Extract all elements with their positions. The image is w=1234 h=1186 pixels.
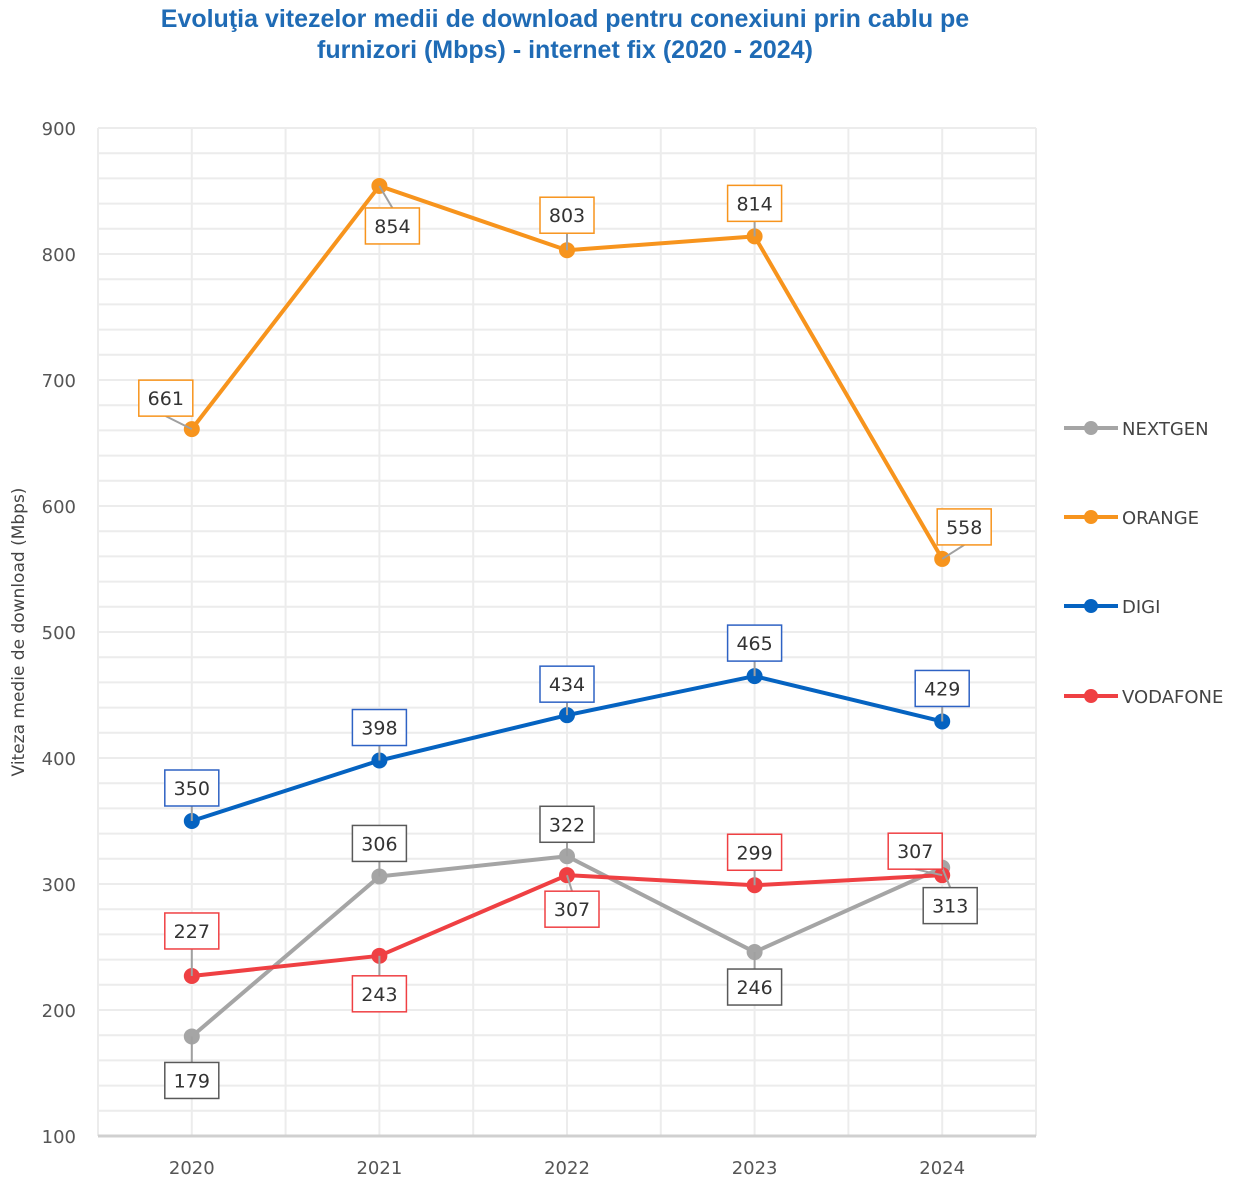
chart-title-line-2: furnizori (Mbps) - internet fix (2020 - … — [317, 36, 813, 64]
x-tick-label: 2023 — [732, 1158, 778, 1179]
data-label-box — [887, 832, 943, 870]
label-leader-line — [941, 544, 965, 560]
y-tick-label: 200 — [42, 1001, 76, 1022]
legend-item-vodafone[interactable]: VODAFONE — [1064, 687, 1223, 708]
data-label: 299 — [736, 842, 772, 864]
axes: 100 200 300 400 500 600 700 800 900 2020 2021 2022 2… — [42, 119, 1036, 1179]
data-label: 322 — [549, 814, 585, 836]
data-label: 814 — [736, 193, 772, 215]
chart-title: Evoluţia vitezelor medii de download pen… — [0, 4, 1130, 66]
labels-vodafone: 227 243 307 299 307 — [164, 832, 943, 1013]
data-label: 803 — [549, 205, 585, 227]
label-leader-line — [941, 867, 952, 888]
data-label-box — [138, 379, 194, 417]
data-label-box — [351, 708, 408, 747]
x-tick-label: 2021 — [356, 1158, 402, 1179]
data-label: 558 — [946, 517, 982, 539]
legend-label: DIGI — [1122, 597, 1160, 618]
y-tick-label: 600 — [42, 497, 76, 518]
legend-label: NEXTGEN — [1122, 419, 1209, 440]
labels-orange: 661 854 803 814 558 — [138, 184, 992, 560]
legend-item-digi[interactable]: DIGI — [1064, 597, 1160, 618]
labels-nextgen: 179 306 322 246 313 — [164, 805, 978, 1100]
data-label-box — [351, 975, 408, 1013]
x-tick-label: 2024 — [919, 1158, 965, 1179]
label-leader-line — [165, 415, 193, 431]
y-tick-label: 900 — [42, 119, 76, 140]
data-label: 306 — [361, 833, 397, 855]
legend-label: VODAFONE — [1122, 687, 1223, 708]
label-leader-line — [566, 874, 573, 892]
data-label-box — [936, 508, 992, 546]
data-label-box — [164, 1061, 220, 1100]
data-label: 307 — [554, 899, 590, 921]
y-axis-label: Viteza medie de download (Mbps) — [9, 488, 29, 777]
data-label-box — [164, 912, 220, 950]
data-label-box — [351, 824, 408, 863]
data-label: 246 — [736, 977, 772, 999]
data-label-box — [922, 886, 978, 925]
labels-digi: 350 398 434 465 429 — [164, 624, 970, 821]
label-leader-line — [378, 185, 394, 209]
chart-title-line-1: Evoluţia vitezelor medii de download pen… — [160, 5, 970, 33]
legend-marker-icon — [1084, 689, 1098, 703]
data-label-box — [726, 833, 783, 872]
data-label: 350 — [174, 778, 210, 800]
y-tick-label: 300 — [42, 875, 76, 896]
data-label-box — [539, 665, 595, 703]
data-label-box — [539, 805, 595, 844]
data-labels: 179 306 322 246 313 661 854 803 814 558 350 398 434 4… — [138, 184, 992, 1100]
y-tick-label: 400 — [42, 749, 76, 770]
legend-marker-icon — [1084, 510, 1098, 524]
data-label-box — [726, 624, 783, 662]
data-label: 465 — [736, 633, 772, 655]
legend[interactable]: NEXTGEN ORANGE DIGI VODAFONE — [1064, 419, 1223, 708]
gridlines — [97, 127, 1037, 1136]
y-tick-label: 800 — [42, 245, 76, 266]
legend-item-orange[interactable]: ORANGE — [1064, 508, 1199, 529]
y-tick-label: 100 — [42, 1127, 76, 1148]
data-label-box — [726, 184, 783, 223]
data-label: 661 — [148, 388, 184, 410]
data-label-box — [164, 769, 220, 807]
data-label: 227 — [174, 921, 210, 943]
y-tick-label: 700 — [42, 371, 76, 392]
data-label: 179 — [174, 1070, 210, 1092]
x-tick-label: 2022 — [544, 1158, 590, 1179]
data-label-box — [726, 968, 783, 1006]
x-tick-label: 2020 — [169, 1158, 215, 1179]
data-label: 429 — [924, 678, 960, 700]
data-label: 398 — [361, 718, 397, 740]
legend-marker-icon — [1084, 421, 1098, 435]
data-label: 313 — [932, 896, 968, 918]
legend-label: ORANGE — [1122, 508, 1199, 529]
legend-item-nextgen[interactable]: NEXTGEN — [1064, 419, 1209, 440]
data-label-box — [914, 669, 970, 708]
data-label-box — [539, 196, 595, 234]
label-leader-line — [914, 868, 943, 877]
data-label: 307 — [897, 841, 933, 863]
data-label: 243 — [361, 984, 397, 1006]
data-label-box — [364, 207, 421, 245]
data-label: 854 — [374, 216, 410, 238]
data-label-box — [544, 890, 600, 928]
data-label: 434 — [549, 674, 585, 696]
legend-marker-icon — [1084, 599, 1098, 613]
y-tick-label: 500 — [42, 623, 76, 644]
